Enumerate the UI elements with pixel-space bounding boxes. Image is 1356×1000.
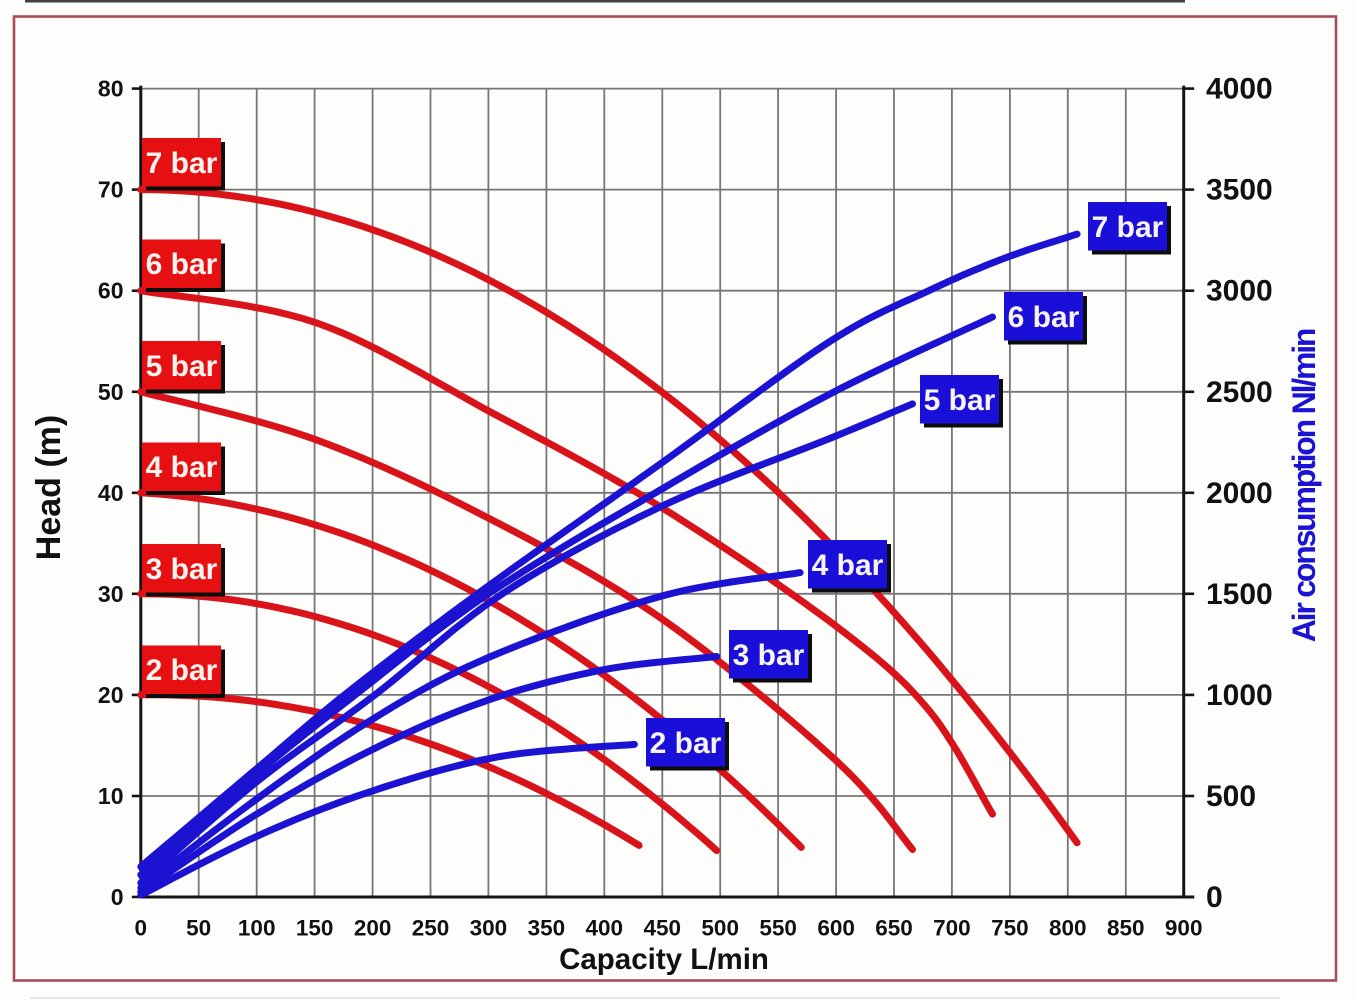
svg-text:6 bar: 6 bar [146, 248, 218, 281]
svg-text:2 bar: 2 bar [650, 727, 722, 760]
svg-text:2 bar: 2 bar [146, 654, 218, 687]
svg-text:50: 50 [186, 916, 211, 941]
svg-text:Capacity L/min: Capacity L/min [559, 943, 769, 976]
svg-text:750: 750 [991, 916, 1029, 941]
svg-text:900: 900 [1165, 916, 1203, 941]
svg-text:7 bar: 7 bar [1092, 211, 1164, 244]
svg-text:3500: 3500 [1206, 174, 1273, 207]
svg-text:10: 10 [98, 783, 124, 809]
svg-text:5 bar: 5 bar [146, 350, 218, 383]
svg-text:200: 200 [354, 916, 392, 941]
svg-text:3 bar: 3 bar [146, 553, 218, 586]
svg-text:20: 20 [98, 682, 124, 708]
svg-text:5 bar: 5 bar [924, 384, 996, 417]
svg-text:4 bar: 4 bar [146, 451, 218, 484]
svg-text:4 bar: 4 bar [812, 549, 884, 582]
svg-text:500: 500 [701, 916, 739, 941]
svg-text:70: 70 [98, 177, 124, 203]
svg-text:7 bar: 7 bar [146, 147, 218, 180]
svg-text:450: 450 [644, 916, 682, 941]
svg-text:650: 650 [875, 916, 913, 941]
svg-text:1500: 1500 [1206, 578, 1273, 611]
svg-text:150: 150 [296, 916, 334, 941]
svg-text:250: 250 [412, 916, 450, 941]
svg-text:Head (m): Head (m) [30, 415, 68, 560]
svg-text:2000: 2000 [1206, 477, 1273, 510]
svg-text:550: 550 [759, 916, 797, 941]
svg-text:400: 400 [586, 916, 624, 941]
svg-text:500: 500 [1206, 780, 1256, 813]
svg-text:850: 850 [1107, 916, 1145, 941]
svg-text:700: 700 [933, 916, 971, 941]
svg-text:80: 80 [98, 76, 124, 102]
svg-text:0: 0 [1206, 881, 1223, 914]
svg-text:800: 800 [1049, 916, 1087, 941]
svg-text:40: 40 [98, 480, 124, 506]
svg-text:600: 600 [817, 916, 855, 941]
svg-text:0: 0 [135, 916, 148, 941]
svg-text:4000: 4000 [1206, 73, 1273, 106]
svg-text:3000: 3000 [1206, 275, 1273, 308]
svg-text:50: 50 [98, 379, 124, 405]
svg-text:100: 100 [238, 916, 276, 941]
svg-text:6 bar: 6 bar [1008, 301, 1080, 334]
svg-text:2500: 2500 [1206, 376, 1273, 409]
svg-text:Air consumption Nl/min: Air consumption Nl/min [1286, 329, 1322, 642]
svg-text:350: 350 [528, 916, 566, 941]
svg-text:300: 300 [470, 916, 508, 941]
svg-text:1000: 1000 [1206, 679, 1273, 712]
svg-text:30: 30 [98, 581, 124, 607]
svg-text:3 bar: 3 bar [733, 639, 805, 672]
svg-text:0: 0 [111, 884, 124, 910]
svg-text:60: 60 [98, 278, 124, 304]
